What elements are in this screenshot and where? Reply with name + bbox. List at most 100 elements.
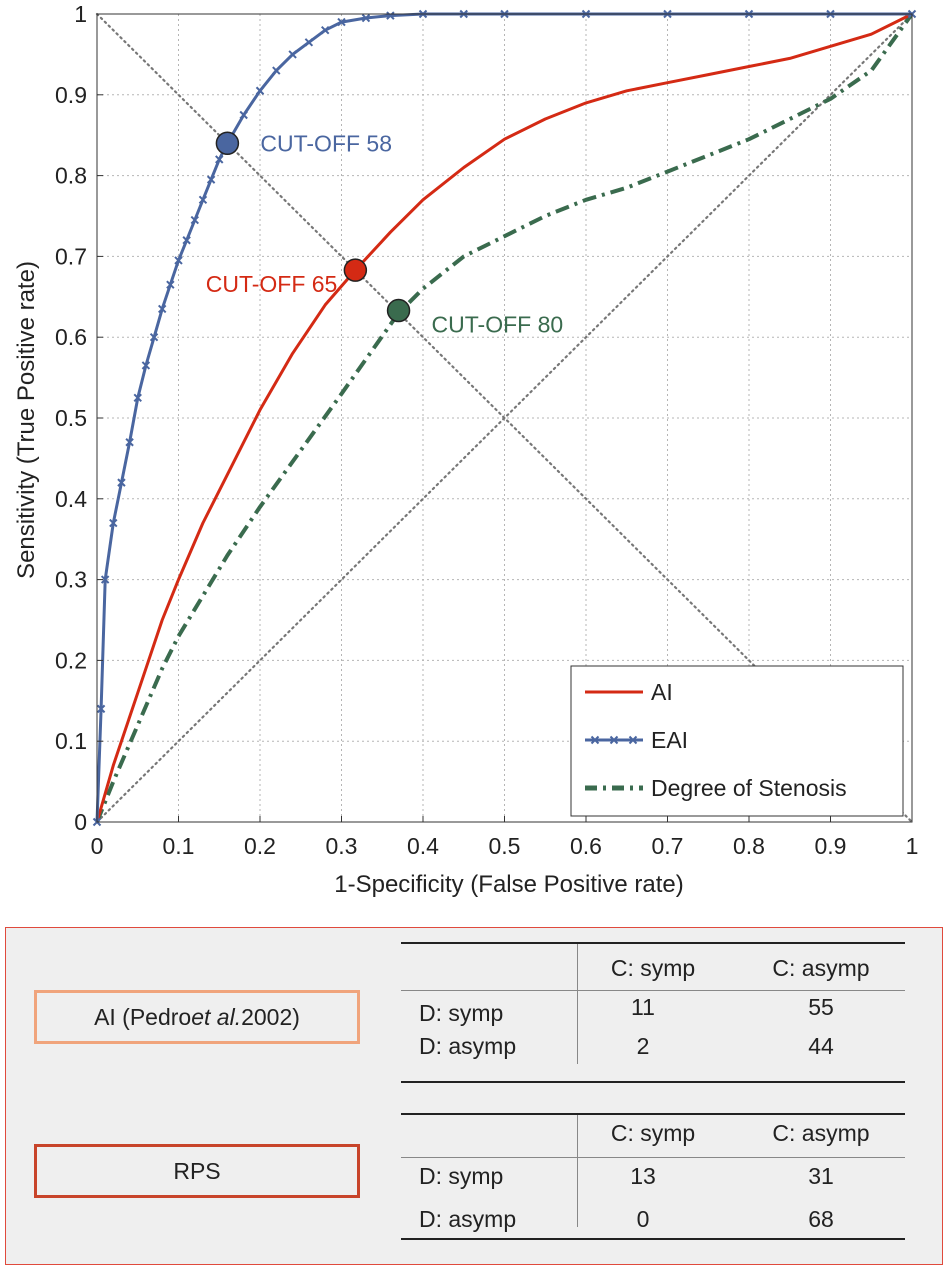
table-cell: 31 xyxy=(808,1163,834,1189)
x-tick-label: 0.1 xyxy=(163,833,195,859)
eai-marker xyxy=(117,478,126,487)
col-header: C: asymp xyxy=(772,1120,870,1146)
eai-marker xyxy=(386,11,395,20)
x-tick-label: 0 xyxy=(91,833,104,859)
table-cell: 13 xyxy=(630,1163,656,1189)
y-tick-label: 0 xyxy=(74,809,87,835)
series-line-ai xyxy=(95,12,913,823)
table-cell: 11 xyxy=(631,994,655,1020)
eai-marker xyxy=(182,236,191,245)
eai-marker xyxy=(100,575,110,584)
y-tick-label: 0.8 xyxy=(55,163,87,189)
eai-marker xyxy=(320,25,330,35)
eai-marker xyxy=(215,155,224,164)
eai-marker xyxy=(149,332,159,342)
method-label-ai-italic: et al. xyxy=(191,1003,242,1030)
x-tick-label: 0.7 xyxy=(652,833,684,859)
eai-marker xyxy=(157,304,167,314)
eai-marker xyxy=(125,438,134,447)
table-bottom-rule xyxy=(401,1238,905,1240)
y-tick-label: 0.5 xyxy=(55,405,87,431)
y-tick-label: 0.2 xyxy=(55,647,87,673)
x-tick-label: 1 xyxy=(906,833,919,859)
cutoff-point xyxy=(386,298,411,323)
y-tick-label: 0.1 xyxy=(55,728,87,754)
table-header-rule xyxy=(401,990,905,991)
method-box-rps: RPS xyxy=(34,1144,360,1198)
eai-marker xyxy=(133,393,142,403)
row-label: D: symp xyxy=(419,1000,504,1026)
col-header: C: asymp xyxy=(772,955,870,981)
chart-grid xyxy=(97,14,912,822)
row-label: D: asymp xyxy=(419,1033,517,1059)
method-box-ai: AI (Pedro et al. 2002) xyxy=(34,990,360,1044)
table-top-rule xyxy=(401,942,905,944)
x-tick-label: 0.9 xyxy=(815,833,847,859)
cutoff-point xyxy=(215,131,240,156)
x-tick-label: 0.5 xyxy=(489,833,521,859)
y-tick-label: 0.4 xyxy=(55,486,87,512)
method-label-ai-suffix: 2002) xyxy=(241,1003,300,1030)
row-label: D: symp xyxy=(419,1163,504,1189)
legend-label: EAI xyxy=(651,727,688,753)
cutoff-point xyxy=(343,258,368,282)
eai-marker xyxy=(206,175,216,184)
eai-marker xyxy=(109,518,118,528)
confusion-tables-panel: AI (Pedro et al. 2002) C: symp C: asymp … xyxy=(5,927,943,1265)
eai-marker xyxy=(166,280,175,289)
x-axis-label: 1-Specificity (False Positive rate) xyxy=(334,871,683,898)
row-label: D: asymp xyxy=(419,1206,517,1232)
col-header: C: symp xyxy=(610,955,696,981)
legend-entry: AI xyxy=(585,679,673,705)
series-line-degree-of-stenosis xyxy=(95,12,914,823)
eai-marker xyxy=(361,13,371,23)
method-label-rps: RPS xyxy=(173,1157,221,1184)
cutoff-label: CUT-OFF 65 xyxy=(206,271,338,297)
y-tick-labels: 0 0.1 0.2 0.3 0.4 0.5 0.6 0.7 0.8 0.9 1 xyxy=(55,1,103,835)
table-cell: 55 xyxy=(808,994,834,1020)
eai-marker xyxy=(239,110,248,120)
table-cell: 68 xyxy=(808,1206,834,1232)
x-tick-label: 0.3 xyxy=(326,833,358,859)
table-divider xyxy=(577,1115,578,1227)
legend-entry: EAI xyxy=(585,727,688,753)
confusion-table-rps: C: symp C: asymp D: symp 13 31 D: asymp … xyxy=(401,1113,905,1241)
legend-label: AI xyxy=(651,679,673,705)
x-tick-label: 0.4 xyxy=(407,833,439,859)
table-header-rule xyxy=(401,1157,905,1158)
legend-label: Degree of Stenosis xyxy=(651,775,847,801)
y-tick-label: 0.9 xyxy=(55,82,87,108)
table-cell: 0 xyxy=(636,1206,650,1232)
table-top-rule xyxy=(401,1113,905,1115)
x-tick-label: 0.6 xyxy=(570,833,602,859)
legend-entry: Degree of Stenosis xyxy=(585,775,847,801)
y-tick-label: 0.7 xyxy=(55,243,87,269)
eai-marker xyxy=(141,361,151,370)
confusion-table-ai: C: symp C: asymp D: symp 11 55 D: asymp … xyxy=(401,942,905,1083)
roc-chart: CUT-OFF 58 CUT-OFF 65 CUT-OFF 80 0 0.1 0.2 0.… xyxy=(13,1,919,898)
eai-marker xyxy=(255,86,265,95)
eai-marker xyxy=(96,704,106,714)
eai-marker xyxy=(337,17,346,27)
eai-marker xyxy=(174,256,183,265)
x-tick-labels: 0 0.1 0.2 0.3 0.4 0.5 0.6 0.7 0.8 0.9 1 xyxy=(91,816,919,859)
eai-marker xyxy=(190,215,200,225)
col-header: C: symp xyxy=(610,1120,696,1146)
x-tick-label: 0.2 xyxy=(244,833,276,859)
table-cell: 2 xyxy=(636,1033,650,1059)
cutoff-label: CUT-OFF 58 xyxy=(260,130,392,156)
eai-marker xyxy=(198,195,208,205)
method-label-ai-prefix: AI (Pedro xyxy=(94,1003,192,1030)
cutoff-label: CUT-OFF 80 xyxy=(432,312,564,338)
eai-marker xyxy=(272,66,281,75)
table-divider xyxy=(577,944,578,1064)
table-cell: 44 xyxy=(808,1033,834,1059)
y-tick-label: 0.6 xyxy=(55,324,87,350)
y-tick-label: 0.3 xyxy=(55,567,87,593)
eai-marker xyxy=(304,38,314,47)
cutoff-points: CUT-OFF 58 CUT-OFF 65 CUT-OFF 80 xyxy=(206,130,563,337)
eai-marker xyxy=(288,50,297,59)
x-tick-label: 0.8 xyxy=(733,833,765,859)
y-axis-label: Sensitivity (True Positive rate) xyxy=(13,261,40,579)
table-bottom-rule xyxy=(401,1081,905,1083)
